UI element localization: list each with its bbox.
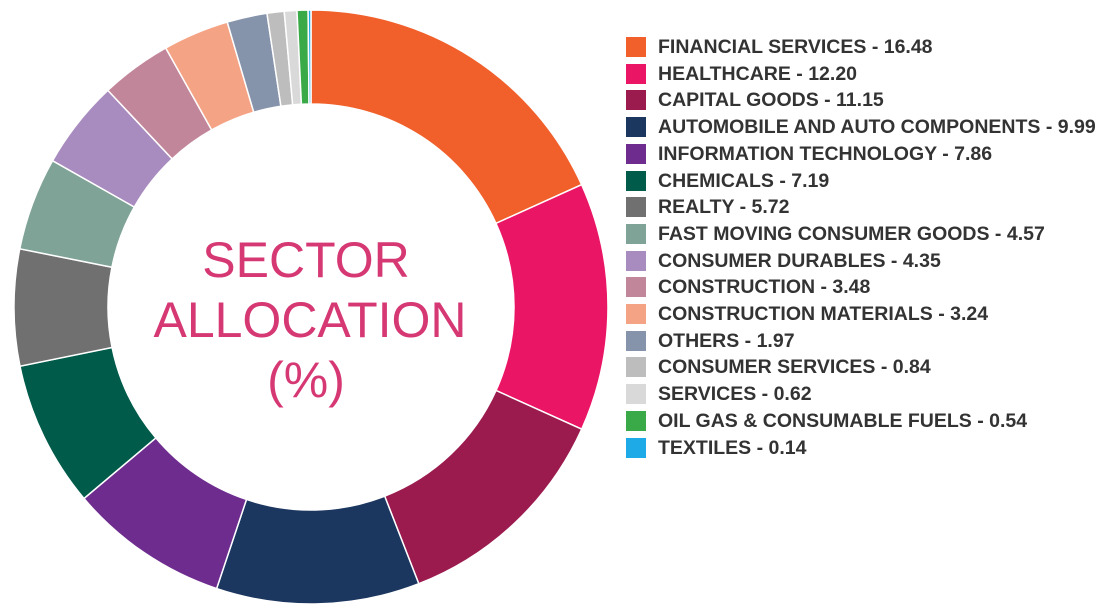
legend-item-2: CAPITAL GOODS - 11.15 <box>626 87 1106 114</box>
legend-swatch-3 <box>626 117 646 138</box>
legend-swatch-12 <box>626 357 646 378</box>
legend-item-13: SERVICES - 0.62 <box>626 381 1106 408</box>
legend-item-0: FINANCIAL SERVICES - 16.48 <box>626 34 1106 61</box>
legend-item-6: REALTY - 5.72 <box>626 194 1106 221</box>
legend-swatch-13 <box>626 384 646 405</box>
legend-swatch-11 <box>626 330 646 351</box>
legend-swatch-10 <box>626 304 646 325</box>
legend-item-1: HEALTHCARE - 12.20 <box>626 61 1106 88</box>
legend-label-6: REALTY - 5.72 <box>658 196 790 219</box>
slice-6 <box>13 247 113 368</box>
chart-title-line-1: SECTOR <box>202 232 409 288</box>
legend-label-4: INFORMATION TECHNOLOGY - 7.86 <box>658 142 993 165</box>
legend-label-0: FINANCIAL SERVICES - 16.48 <box>658 36 933 58</box>
legend-swatch-14 <box>626 410 646 431</box>
legend-item-4: INFORMATION TECHNOLOGY - 7.86 <box>626 141 1106 168</box>
legend-label-3: AUTOMOBILE AND AUTO COMPONENTS - 9.99 <box>658 116 1096 139</box>
chart-legend: FINANCIAL SERVICES - 16.48 HEALTHCARE - 1… <box>626 34 1106 461</box>
legend-label-10: CONSTRUCTION MATERIALS - 3.24 <box>658 303 989 326</box>
legend-label-2: CAPITAL GOODS - 11.15 <box>658 89 884 112</box>
legend-label-1: HEALTHCARE - 12.20 <box>658 62 858 85</box>
legend-swatch-1 <box>626 63 646 84</box>
legend-swatch-5 <box>626 170 646 191</box>
legend-label-13: SERVICES - 0.62 <box>658 383 812 406</box>
legend-swatch-0 <box>626 37 646 57</box>
legend-swatch-15 <box>626 437 646 458</box>
donut-slices <box>13 9 609 605</box>
legend-swatch-6 <box>626 197 646 218</box>
slice-3 <box>215 495 420 605</box>
slice-0 <box>310 9 583 225</box>
legend-label-9: CONSTRUCTION - 3.48 <box>658 276 871 299</box>
legend-swatch-4 <box>626 143 646 164</box>
legend-label-7: FAST MOVING CONSUMER GOODS - 4.57 <box>658 222 1045 245</box>
legend-label-14: OIL GAS & CONSUMABLE FUELS - 0.54 <box>658 409 1028 432</box>
legend-item-10: CONSTRUCTION MATERIALS - 3.24 <box>626 301 1106 328</box>
legend-item-9: CONSTRUCTION - 3.48 <box>626 274 1106 301</box>
legend-swatch-2 <box>626 90 646 111</box>
legend-item-11: OTHERS - 1.97 <box>626 328 1106 355</box>
legend-item-7: FAST MOVING CONSUMER GOODS - 4.57 <box>626 221 1106 248</box>
legend-item-14: OIL GAS & CONSUMABLE FUELS - 0.54 <box>626 408 1106 435</box>
chart-title-line-2: ALLOCATION <box>153 292 466 348</box>
chart-title-line-3: (%) <box>267 352 345 408</box>
legend-swatch-9 <box>626 277 646 298</box>
legend-item-15: TEXTILES - 0.14 <box>626 435 1106 462</box>
legend-label-15: TEXTILES - 0.14 <box>658 436 807 459</box>
legend-label-8: CONSUMER DURABLES - 4.35 <box>658 249 941 272</box>
legend-label-11: OTHERS - 1.97 <box>658 329 795 352</box>
legend-label-12: CONSUMER SERVICES - 0.84 <box>658 356 931 379</box>
legend-item-3: AUTOMOBILE AND AUTO COMPONENTS - 9.99 <box>626 114 1106 141</box>
sector-donut-chart: SECTOR ALLOCATION (%) <box>13 9 609 605</box>
slice-2 <box>383 389 583 585</box>
legend-swatch-8 <box>626 250 646 271</box>
legend-item-8: CONSUMER DURABLES - 4.35 <box>626 248 1106 275</box>
legend-item-12: CONSUMER SERVICES - 0.84 <box>626 354 1106 381</box>
legend-swatch-7 <box>626 223 646 244</box>
legend-label-5: CHEMICALS - 7.19 <box>658 169 830 192</box>
slice-1 <box>494 183 609 431</box>
slice-15 <box>307 9 312 105</box>
legend-item-5: CHEMICALS - 7.19 <box>626 168 1106 195</box>
